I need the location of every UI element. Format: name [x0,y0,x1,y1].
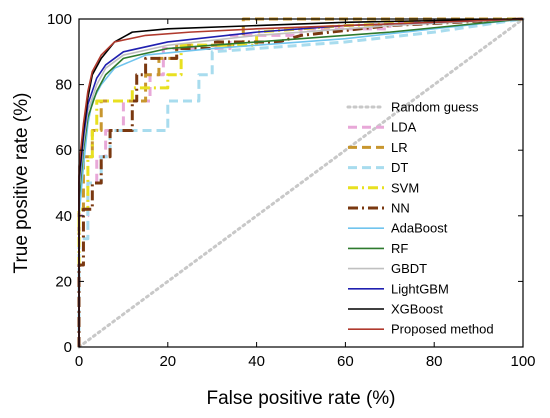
y-tick-label: 100 [47,11,72,28]
series-line-nn [77,17,524,347]
legend-label-lr: LR [391,140,408,155]
x-axis-title: False positive rate (%) [206,388,395,409]
y-tick-label: 60 [55,142,72,159]
legend-label-lda: LDA [391,120,417,135]
series-line-proposed-method [78,18,524,347]
legend-label-lightgbm: LightGBM [391,281,449,296]
y-tick-label: 80 [55,77,72,94]
legend-label-dt: DT [391,160,408,175]
axis-ticks: 0 20 40 60 80 100 0 20 40 60 80 100 [47,11,536,370]
legend-label-rf: RF [391,241,408,256]
legend-label-adaboost: AdaBoost [391,221,448,236]
y-tick-label: 40 [55,208,72,225]
legend-label-proposed-method: Proposed method [391,322,494,337]
series-line-adaboost [78,18,524,347]
x-tick-label: 60 [337,353,354,370]
legend-label-random-guess: Random guess [391,100,479,115]
y-axis-title: True positive rate (%) [11,93,32,274]
legend-label-nn: NN [391,201,410,216]
series-line-random-guess [77,17,525,349]
x-tick-label: 100 [510,353,535,370]
x-tick-label: 40 [248,353,265,370]
x-tick-label: 0 [75,353,83,370]
legend-label-svm: SVM [391,180,419,195]
legend: Random guess LDA LR DT SVM NN AdaBoost RF GBDT Li… [346,100,494,337]
legend-label-xgboost: XGBoost [391,302,443,317]
legend-label-gbdt: GBDT [391,261,427,276]
x-tick-label: 20 [159,353,176,370]
y-tick-label: 0 [64,339,72,356]
roc-curves [77,17,525,349]
plot-frame [78,18,524,348]
y-tick-label: 20 [55,273,72,290]
x-tick-label: 80 [426,353,443,370]
